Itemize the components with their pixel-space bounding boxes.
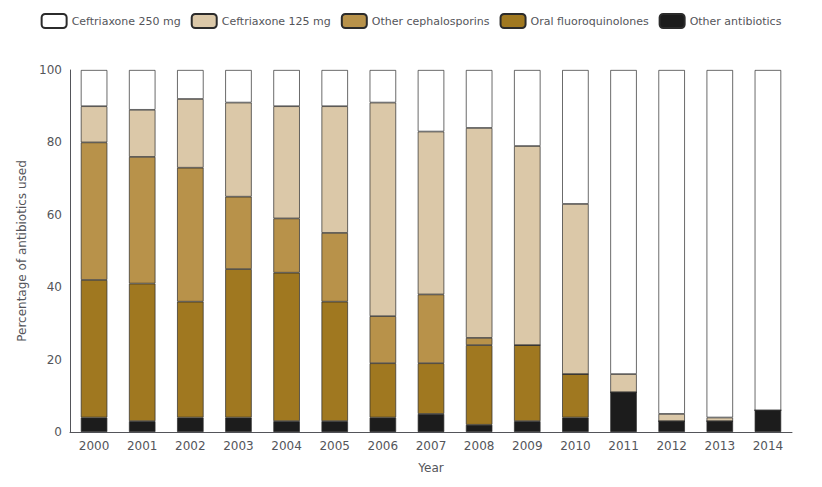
- svg-text:2010: 2010: [560, 439, 591, 453]
- svg-text:2007: 2007: [416, 439, 447, 453]
- svg-text:Year: Year: [417, 461, 443, 475]
- svg-text:2013: 2013: [705, 439, 736, 453]
- svg-text:Percentage of antibiotics used: Percentage of antibiotics used: [15, 160, 29, 342]
- svg-text:2003: 2003: [223, 439, 254, 453]
- svg-text:2005: 2005: [319, 439, 350, 453]
- svg-text:2009: 2009: [512, 439, 543, 453]
- svg-text:100: 100: [39, 63, 62, 77]
- svg-text:2002: 2002: [175, 439, 206, 453]
- svg-text:2000: 2000: [79, 439, 110, 453]
- svg-text:Ceftriaxone 125 mg: Ceftriaxone 125 mg: [222, 15, 331, 28]
- svg-text:20: 20: [47, 353, 62, 367]
- svg-text:Oral fluoroquinolones: Oral fluoroquinolones: [531, 15, 649, 28]
- svg-text:Ceftriaxone 250 mg: Ceftriaxone 250 mg: [72, 15, 181, 28]
- svg-text:2012: 2012: [656, 439, 687, 453]
- svg-text:Other antibiotics: Other antibiotics: [690, 15, 782, 28]
- svg-text:2001: 2001: [127, 439, 158, 453]
- svg-text:2006: 2006: [368, 439, 399, 453]
- svg-text:80: 80: [47, 135, 62, 149]
- svg-text:2011: 2011: [608, 439, 639, 453]
- svg-text:0: 0: [54, 425, 62, 439]
- svg-text:60: 60: [47, 208, 62, 222]
- svg-text:Other cephalosporins: Other cephalosporins: [372, 15, 490, 28]
- svg-text:40: 40: [47, 280, 62, 294]
- svg-text:2004: 2004: [271, 439, 302, 453]
- svg-text:2014: 2014: [753, 439, 784, 453]
- svg-text:2008: 2008: [464, 439, 495, 453]
